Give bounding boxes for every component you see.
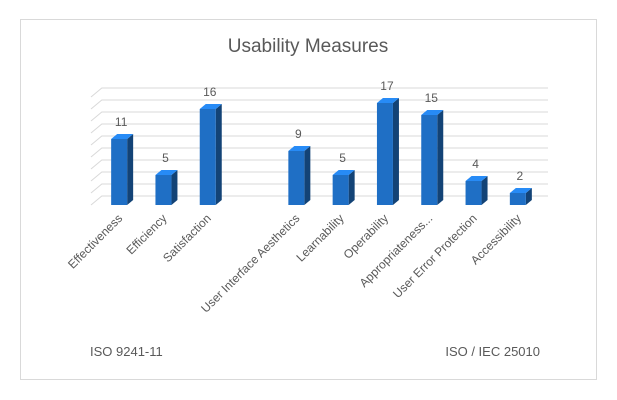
bar-top — [111, 134, 134, 139]
grid-line — [90, 159, 548, 170]
bar-side — [171, 170, 178, 205]
annotation: ISO / IEC 25010 — [445, 344, 540, 359]
bar-side — [348, 170, 355, 205]
grid-line — [90, 195, 548, 206]
bar — [509, 193, 526, 205]
grid-line — [90, 111, 548, 122]
bar-top — [155, 170, 178, 175]
bar — [332, 175, 349, 205]
bar-side — [304, 146, 311, 205]
grid-line — [90, 171, 548, 182]
bar-side — [127, 134, 134, 205]
data-label: 11 — [115, 115, 128, 129]
bar — [155, 175, 172, 205]
data-label: 16 — [203, 85, 217, 99]
data-label: 2 — [517, 169, 524, 183]
bar-side — [215, 104, 222, 205]
bar — [376, 103, 393, 205]
bar-top — [465, 176, 488, 181]
bar-top — [199, 104, 222, 109]
bar — [199, 109, 216, 205]
grid-line — [90, 183, 548, 194]
bar-side — [437, 110, 444, 205]
data-label: 4 — [472, 157, 479, 171]
bar — [465, 181, 482, 205]
bar-side — [525, 188, 532, 205]
bar — [288, 151, 305, 205]
bar-top — [288, 146, 311, 151]
data-label: 5 — [162, 151, 169, 165]
bar-top — [509, 188, 532, 193]
data-label: 15 — [425, 91, 439, 105]
grid-line — [90, 99, 548, 110]
grid-line — [90, 87, 548, 98]
data-label: 17 — [380, 79, 394, 93]
bar-top — [376, 98, 399, 103]
chart-title: Usability Measures — [228, 36, 389, 57]
annotation: ISO 9241-11 — [90, 344, 163, 359]
data-label: 9 — [295, 127, 302, 141]
bar-top — [332, 170, 355, 175]
grid-line — [90, 135, 548, 146]
bar — [111, 139, 128, 205]
data-label: 5 — [339, 151, 346, 165]
grid-line — [90, 147, 548, 158]
grid-line — [90, 123, 548, 134]
bar — [421, 115, 438, 205]
bar-side — [392, 98, 399, 205]
bar-top — [421, 110, 444, 115]
bar-side — [481, 176, 488, 205]
